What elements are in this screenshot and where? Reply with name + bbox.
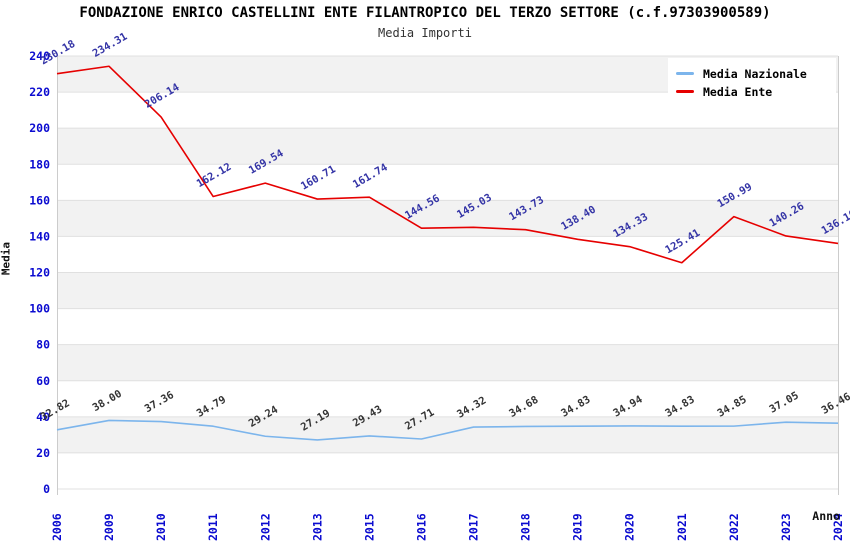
data-point-label: 234.31 (91, 31, 130, 60)
series-line-media-nazionale (56, 419, 839, 441)
grid-lines (57, 55, 838, 490)
series-path (56, 419, 839, 441)
plot-band (57, 200, 838, 237)
data-point-label: 160.71 (299, 163, 338, 192)
data-point-label: 161.74 (351, 161, 390, 190)
x-tick-label: 2006 (50, 513, 64, 541)
data-point-label: 34.79 (195, 394, 228, 420)
y-tick-label: 120 (29, 266, 50, 280)
legend-item-media-ente: Media Ente (676, 83, 830, 100)
y-tick-label: 80 (36, 338, 50, 352)
series-line-media-ente (56, 65, 839, 264)
chart-subtitle: Media Importi (378, 26, 472, 40)
y-tick-label: 220 (29, 85, 50, 99)
y-axis-title: Media (0, 241, 13, 276)
data-point-label: 34.83 (663, 394, 696, 420)
x-tick-label: 2010 (154, 513, 168, 541)
y-tick-label: 100 (29, 302, 50, 316)
data-point-label: 37.36 (143, 389, 176, 415)
legend-label-media-ente: Media Ente (703, 84, 773, 99)
x-axis-title: Anno (812, 509, 840, 523)
x-tick-label: 2011 (206, 513, 220, 541)
legend-line-swatch-nazionale-icon (676, 72, 694, 75)
y-tick-label: 160 (29, 193, 50, 207)
data-point-label: 162.12 (195, 161, 234, 190)
x-tick-label: 2019 (571, 513, 585, 541)
y-tick-label: 40 (36, 410, 50, 424)
data-point-label: 34.68 (507, 394, 540, 420)
y-tick-label: 20 (36, 446, 50, 460)
data-point-label: 36.46 (820, 391, 850, 417)
series-path (56, 65, 839, 264)
x-tick-label: 2022 (727, 513, 741, 541)
x-tick-label: 2018 (519, 513, 533, 541)
x-tick-label: 2012 (258, 513, 272, 541)
legend-item-media-nazionale: Media Nazionale (676, 65, 830, 82)
x-tick-label: 2023 (779, 513, 793, 541)
y-tick-label: 60 (36, 374, 50, 388)
x-tick-label: 2020 (623, 513, 637, 541)
plot-band (57, 128, 838, 165)
legend-label-media-nazionale: Media Nazionale (703, 66, 807, 81)
data-point-label: 34.85 (715, 394, 748, 420)
plot-border (57, 56, 839, 495)
data-point-label: 34.94 (611, 393, 644, 419)
x-tick-label: 2024 (831, 513, 845, 541)
data-point-label: 38.00 (91, 388, 124, 414)
plot-band (57, 344, 838, 381)
x-tick-label: 2009 (102, 513, 116, 541)
y-tick-label: 0 (43, 482, 50, 496)
data-point-label: 37.05 (767, 390, 800, 416)
y-tick-label: 140 (29, 229, 50, 243)
plot-band (57, 272, 838, 309)
y-tick-labels: 0 20 40 60 80 100 120 140 160 180 200 220 240 (29, 49, 50, 496)
legend: Media Nazionale Media Ente (668, 58, 836, 107)
x-tick-label: 2013 (310, 513, 324, 541)
data-point-label: 34.83 (559, 394, 592, 420)
x-tick-label: 2016 (414, 513, 428, 541)
x-tick-labels: 2006 2009 2010 2011 2012 2013 2015 2016 2017 2018… (50, 513, 845, 541)
x-tick-label: 2017 (467, 513, 481, 541)
y-tick-label: 200 (29, 121, 50, 135)
plot-band (57, 416, 838, 453)
legend-line-swatch-ente-icon (676, 90, 694, 93)
chart-title: FONDAZIONE ENRICO CASTELLINI ENTE FILANT… (79, 5, 771, 21)
x-tick-label: 2015 (362, 513, 376, 541)
y-tick-label: 240 (29, 49, 50, 63)
plot-bands (57, 56, 838, 453)
y-tick-label: 180 (29, 157, 50, 171)
x-tick-label: 2021 (675, 513, 689, 541)
